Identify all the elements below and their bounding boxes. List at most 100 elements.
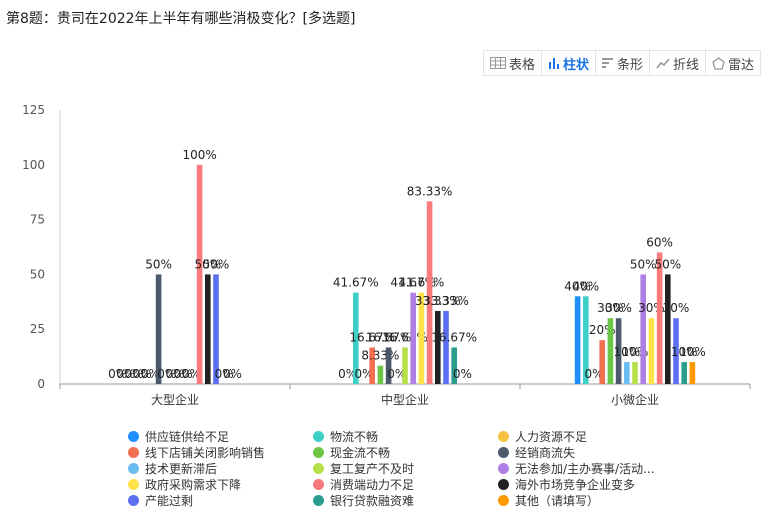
data-label: 10% (671, 345, 698, 359)
legend-label: 物流不畅 (330, 430, 379, 444)
legend-item[interactable]: 产能过剩 (128, 492, 193, 509)
line-chart-icon (656, 57, 670, 69)
data-label: 41.67% (399, 276, 445, 290)
legend-label: 经销商流失 (515, 446, 576, 460)
y-tick-label: 125 (22, 103, 45, 117)
legend-label: 人力资源不足 (515, 430, 588, 444)
y-tick-label: 25 (30, 322, 45, 336)
data-label: 0% (165, 367, 184, 381)
legend-item[interactable]: 经销商流失 (498, 444, 575, 461)
legend-marker (498, 447, 509, 458)
legend-label: 其他（请填写） (515, 494, 600, 508)
bar (599, 340, 605, 384)
bar (574, 296, 581, 384)
bar (632, 362, 638, 384)
legend-item[interactable]: 海外市场竞争企业变多 (498, 476, 635, 493)
data-label: 0% (453, 367, 472, 381)
horizontal-bar-icon (602, 57, 614, 69)
y-tick-label: 75 (30, 213, 45, 227)
legend-item[interactable]: 无法参加/主办赛事/活动... (498, 460, 655, 477)
horizontal-bar-view-button[interactable]: 条形 (595, 50, 651, 76)
bar (410, 292, 416, 384)
legend-marker (498, 431, 509, 442)
data-label: 50% (630, 257, 657, 271)
data-label: 30% (605, 301, 632, 315)
legend-item[interactable]: 线下店铺关闭影响销售 (128, 444, 265, 461)
data-label: 50% (203, 257, 230, 271)
bar (418, 292, 425, 384)
bar-view-label: 柱状 (563, 57, 590, 73)
data-label: 50% (194, 257, 221, 271)
legend-item[interactable]: 消费端动力不足 (313, 476, 414, 493)
bar (451, 347, 457, 384)
legend-marker (128, 447, 139, 458)
data-label: 33.33% (415, 294, 461, 308)
y-tick-label: 0 (37, 377, 45, 391)
legend-label: 政府采购需求下降 (145, 478, 242, 492)
bar (681, 362, 687, 384)
data-label: 0% (108, 367, 127, 381)
data-label: 60% (646, 235, 673, 249)
data-label: 16.67% (431, 330, 477, 344)
data-label: 40% (564, 279, 591, 293)
legend-item[interactable]: 政府采购需求下降 (128, 476, 241, 493)
data-label: 0% (116, 367, 135, 381)
data-label: 0% (354, 367, 373, 381)
legend-item[interactable]: 银行贷款融资难 (313, 492, 414, 509)
bar (624, 362, 630, 384)
bar (213, 274, 219, 384)
data-label: 0% (124, 367, 143, 381)
legend-label: 消费端动力不足 (330, 478, 415, 492)
data-label: 0% (338, 367, 357, 381)
legend-label: 供应链供给不足 (145, 430, 230, 444)
legend-marker (498, 479, 509, 490)
legend-marker (313, 495, 324, 506)
data-label: 40% (572, 279, 599, 293)
bar (615, 318, 622, 384)
radar-view-button[interactable]: 雷达 (705, 50, 762, 76)
bar-chart: 0255075100125大型企业0%0%0%0%0%50%0%0%0%0%10… (22, 103, 751, 407)
data-label: 33.33% (423, 294, 469, 308)
bar-chart-icon (548, 57, 560, 69)
legend-marker (313, 431, 324, 442)
legend-item[interactable]: 人力资源不足 (498, 428, 587, 445)
bar (426, 201, 433, 384)
bar (369, 347, 375, 384)
bar (665, 274, 671, 384)
legend-item[interactable]: 物流不畅 (313, 428, 378, 445)
legend-item[interactable]: 供应链供给不足 (128, 428, 229, 445)
data-label: 10% (613, 345, 640, 359)
legend-label: 线下店铺关闭影响销售 (145, 446, 266, 460)
bar (648, 318, 655, 384)
legend-marker (498, 495, 509, 506)
bar (155, 274, 162, 384)
data-label: 0% (141, 367, 160, 381)
legend-label: 无法参加/主办赛事/活动... (515, 462, 655, 476)
x-category-label: 大型企业 (151, 392, 199, 407)
table-icon (490, 57, 506, 69)
data-label: 100% (182, 148, 216, 162)
legend-marker (128, 495, 139, 506)
data-label: 41.67% (333, 276, 379, 290)
data-label: 0% (387, 367, 406, 381)
bar (583, 296, 589, 384)
data-label: 0% (584, 367, 603, 381)
x-category-label: 中型企业 (381, 392, 429, 407)
data-label: 0% (223, 367, 242, 381)
bar (443, 310, 449, 384)
y-tick-label: 50 (30, 267, 45, 281)
legend-marker (128, 463, 139, 474)
legend-item[interactable]: 复工复产不及时 (313, 460, 414, 477)
legend-label: 海外市场竞争企业变多 (515, 478, 636, 492)
data-label: 30% (663, 301, 690, 315)
data-label: 16.67% (349, 330, 395, 344)
radar-view-label: 雷达 (728, 57, 755, 73)
legend-item[interactable]: 技术更新滞后 (128, 460, 217, 477)
chart-type-toolbar: 表格 柱状 条形 折线 雷达 (483, 50, 762, 78)
legend-item[interactable]: 现金流不畅 (313, 444, 390, 461)
data-label: 41.67% (390, 276, 436, 290)
bar (205, 274, 211, 384)
data-label: 8.33% (361, 349, 399, 363)
line-view-label: 折线 (673, 57, 700, 73)
legend-item[interactable]: 其他（请填写） (498, 492, 599, 509)
